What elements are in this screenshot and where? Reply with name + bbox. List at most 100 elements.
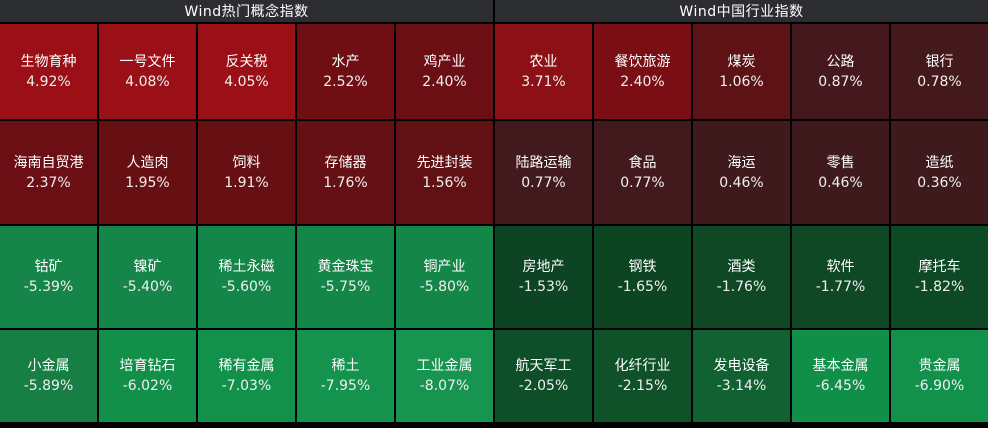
heatmap-cell[interactable]: 人造肉 1.95%	[99, 121, 196, 224]
heatmap-cell[interactable]: 餐饮旅游 2.40%	[594, 24, 691, 119]
heatmap-cell[interactable]: 零售 0.46%	[792, 121, 889, 224]
cell-change-percent: 0.77%	[620, 174, 665, 191]
cell-change-percent: -1.77%	[815, 279, 866, 295]
cell-index-name: 零售	[826, 154, 855, 171]
cell-change-percent: -5.75%	[320, 279, 371, 295]
cell-change-percent: -1.82%	[914, 279, 965, 295]
heatmap-cell[interactable]: 镍矿 -5.40%	[99, 226, 196, 328]
cell-index-name: 钴矿	[34, 259, 63, 275]
cell-index-name: 稀土	[331, 358, 360, 374]
heatmap-cell[interactable]: 海运 0.46%	[693, 121, 790, 224]
cell-change-percent: 1.76%	[323, 174, 368, 191]
heatmap-cell[interactable]: 一号文件 4.08%	[99, 24, 196, 119]
cell-change-percent: 1.95%	[125, 174, 170, 191]
heatmap-cell[interactable]: 钴矿 -5.39%	[0, 226, 97, 328]
cell-change-percent: -1.53%	[518, 279, 569, 295]
cell-index-name: 小金属	[27, 358, 70, 374]
heatmap-cell[interactable]: 生物育种 4.92%	[0, 24, 97, 119]
cell-index-name: 黄金珠宝	[317, 259, 374, 275]
heatmap-cell[interactable]: 海南自贸港 2.37%	[0, 121, 97, 224]
heatmap-cell[interactable]: 饲料 1.91%	[198, 121, 295, 224]
cell-change-percent: -5.89%	[23, 378, 74, 394]
heatmap-cell[interactable]: 房地产 -1.53%	[495, 226, 592, 328]
cell-index-name: 海南自贸港	[13, 154, 84, 171]
cell-change-percent: 3.71%	[521, 73, 566, 90]
cell-index-name: 存储器	[324, 154, 367, 171]
heatmap-cell[interactable]: 酒类 -1.76%	[693, 226, 790, 328]
heatmap-cell[interactable]: 稀土永磁 -5.60%	[198, 226, 295, 328]
cell-index-name: 反关税	[225, 53, 268, 70]
heatmap-cell[interactable]: 黄金珠宝 -5.75%	[297, 226, 394, 328]
cell-index-name: 陆路运输	[515, 154, 572, 171]
cell-index-name: 餐饮旅游	[614, 53, 671, 70]
cell-change-percent: 0.77%	[521, 174, 566, 191]
cell-index-name: 一号文件	[119, 53, 176, 70]
cell-change-percent: -1.65%	[617, 279, 668, 295]
heatmap-cell[interactable]: 基本金属 -6.45%	[792, 330, 889, 422]
heatmap-cell[interactable]: 反关税 4.05%	[198, 24, 295, 119]
cell-change-percent: 0.36%	[917, 174, 962, 191]
heatmap-cell[interactable]: 工业金属 -8.07%	[396, 330, 493, 422]
cell-index-name: 水产	[331, 53, 360, 70]
heatmap-cell[interactable]: 钢铁 -1.65%	[594, 226, 691, 328]
cell-index-name: 房地产	[522, 259, 565, 275]
heatmap-cell[interactable]: 存储器 1.76%	[297, 121, 394, 224]
cell-change-percent: 1.06%	[719, 73, 764, 90]
heatmap-cell[interactable]: 航天军工 -2.05%	[495, 330, 592, 422]
cell-change-percent: 4.05%	[224, 73, 269, 90]
heatmap-cell[interactable]: 发电设备 -3.14%	[693, 330, 790, 422]
cell-change-percent: -7.95%	[320, 378, 371, 394]
cell-index-name: 发电设备	[713, 358, 770, 374]
cell-change-percent: 2.40%	[620, 73, 665, 90]
heatmap-cell[interactable]: 贵金属 -6.90%	[891, 330, 988, 422]
heatmap-cell[interactable]: 食品 0.77%	[594, 121, 691, 224]
cell-change-percent: 2.40%	[422, 73, 467, 90]
cell-index-name: 稀有金属	[218, 358, 275, 374]
heatmap-cell[interactable]: 银行 0.78%	[891, 24, 988, 119]
concepts-heatmap-grid: 生物育种 4.92% 一号文件 4.08% 反关税 4.05% 水产 2.52% 鸡产业 2.40…	[0, 24, 493, 422]
cell-change-percent: 4.92%	[26, 73, 71, 90]
heatmap-cell[interactable]: 先进封装 1.56%	[396, 121, 493, 224]
heatmap-cell[interactable]: 化纤行业 -2.15%	[594, 330, 691, 422]
cell-index-name: 铜产业	[423, 259, 466, 275]
cell-index-name: 海运	[727, 154, 756, 171]
heatmap-cell[interactable]: 稀有金属 -7.03%	[198, 330, 295, 422]
cell-index-name: 农业	[529, 53, 558, 70]
cell-change-percent: -6.90%	[914, 378, 965, 394]
heatmap-cell[interactable]: 软件 -1.77%	[792, 226, 889, 328]
cell-index-name: 鸡产业	[423, 53, 466, 70]
cell-index-name: 银行	[925, 53, 954, 70]
cell-change-percent: -6.45%	[815, 378, 866, 394]
heatmap-cell[interactable]: 小金属 -5.89%	[0, 330, 97, 422]
cell-change-percent: -5.60%	[221, 279, 272, 295]
cell-change-percent: -5.40%	[122, 279, 173, 295]
cell-change-percent: 4.08%	[125, 73, 170, 90]
heatmap-cell[interactable]: 造纸 0.36%	[891, 121, 988, 224]
cell-change-percent: -3.14%	[716, 378, 767, 394]
panel-title-concepts: Wind热门概念指数	[0, 0, 493, 22]
cell-change-percent: -7.03%	[221, 378, 272, 394]
cell-change-percent: 0.46%	[818, 174, 863, 191]
cell-index-name: 工业金属	[416, 358, 473, 374]
cell-index-name: 钢铁	[628, 259, 657, 275]
panel-grids: 生物育种 4.92% 一号文件 4.08% 反关税 4.05% 水产 2.52% 鸡产业 2.40…	[0, 24, 988, 422]
cell-index-name: 造纸	[925, 154, 954, 171]
cell-index-name: 软件	[826, 259, 855, 275]
heatmap-cell[interactable]: 水产 2.52%	[297, 24, 394, 119]
cell-index-name: 化纤行业	[614, 358, 671, 374]
heatmap-cell[interactable]: 摩托车 -1.82%	[891, 226, 988, 328]
heatmap-cell[interactable]: 培育钻石 -6.02%	[99, 330, 196, 422]
cell-change-percent: -5.39%	[23, 279, 74, 295]
cell-change-percent: -2.05%	[518, 378, 569, 394]
cell-change-percent: -5.80%	[419, 279, 470, 295]
heatmap-cell[interactable]: 陆路运输 0.77%	[495, 121, 592, 224]
heatmap-cell[interactable]: 公路 0.87%	[792, 24, 889, 119]
heatmap-cell[interactable]: 铜产业 -5.80%	[396, 226, 493, 328]
heatmap-cell[interactable]: 农业 3.71%	[495, 24, 592, 119]
heatmap-cell[interactable]: 煤炭 1.06%	[693, 24, 790, 119]
heatmap-cell[interactable]: 鸡产业 2.40%	[396, 24, 493, 119]
cell-index-name: 公路	[826, 53, 855, 70]
heatmap-cell[interactable]: 稀土 -7.95%	[297, 330, 394, 422]
cell-change-percent: -8.07%	[419, 378, 470, 394]
